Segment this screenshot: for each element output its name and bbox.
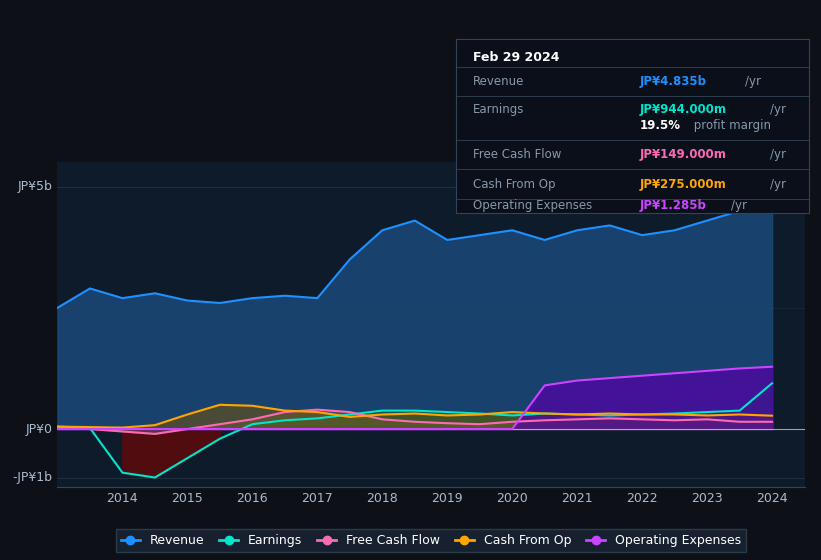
Text: /yr: /yr (770, 103, 786, 116)
Text: JP¥4.835b: JP¥4.835b (640, 75, 706, 88)
Text: JP¥0: JP¥0 (25, 423, 53, 436)
Text: /yr: /yr (770, 148, 786, 161)
Text: profit margin: profit margin (690, 119, 772, 132)
Text: -JP¥1b: -JP¥1b (12, 471, 53, 484)
Text: Feb 29 2024: Feb 29 2024 (474, 52, 560, 64)
Text: /yr: /yr (745, 75, 761, 88)
Text: JP¥275.000m: JP¥275.000m (640, 178, 726, 190)
Text: Earnings: Earnings (474, 103, 525, 116)
Legend: Revenue, Earnings, Free Cash Flow, Cash From Op, Operating Expenses: Revenue, Earnings, Free Cash Flow, Cash … (116, 529, 746, 552)
Text: Revenue: Revenue (474, 75, 525, 88)
Text: JP¥1.285b: JP¥1.285b (640, 199, 706, 212)
Text: Operating Expenses: Operating Expenses (474, 199, 593, 212)
Text: Cash From Op: Cash From Op (474, 178, 556, 190)
Text: 19.5%: 19.5% (640, 119, 681, 132)
Text: JP¥5b: JP¥5b (17, 180, 53, 193)
Text: /yr: /yr (770, 178, 786, 190)
Text: /yr: /yr (731, 199, 747, 212)
Text: Free Cash Flow: Free Cash Flow (474, 148, 562, 161)
Text: JP¥944.000m: JP¥944.000m (640, 103, 727, 116)
Text: JP¥149.000m: JP¥149.000m (640, 148, 726, 161)
